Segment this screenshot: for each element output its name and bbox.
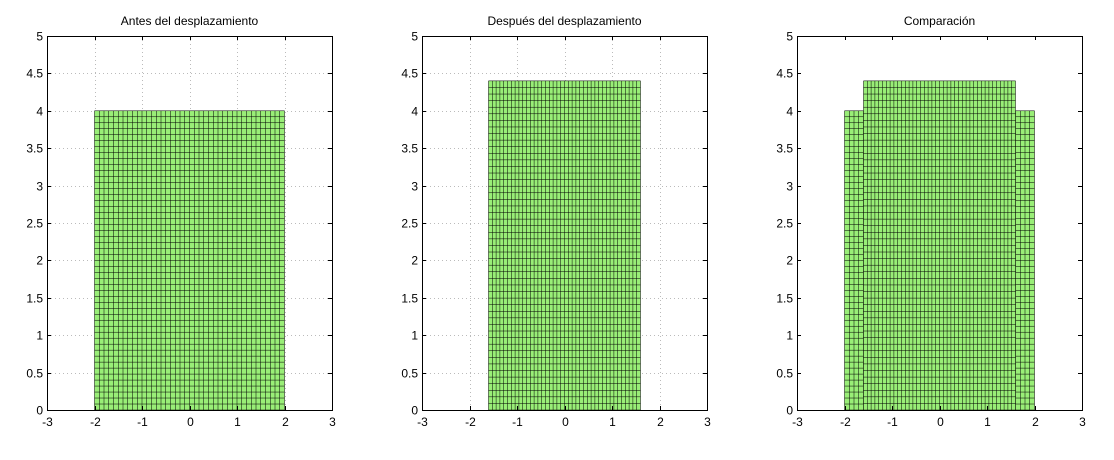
- y-tick-label: 4.5: [776, 67, 793, 81]
- x-tick-label: -1: [137, 415, 148, 429]
- y-tick-label: 4: [411, 105, 418, 119]
- mesh-lines: [94, 110, 285, 411]
- x-tick-label: -2: [90, 415, 101, 429]
- mesh-1: [94, 110, 285, 411]
- y-tick-label: 0: [36, 404, 43, 418]
- x-tick-label: 1: [609, 415, 616, 429]
- x-tick-label: -1: [887, 415, 898, 429]
- x-tick-label: 1: [984, 415, 991, 429]
- y-tick-label: 3.5: [401, 142, 418, 156]
- chart-title: Antes del desplazamiento: [121, 14, 259, 28]
- y-tick-label: 0.5: [26, 367, 43, 381]
- chart-panel-2: -3 -2 -1 0 1 2 3 0 0.5 1 1.5 2 2.5 3 3.5 4 4.5 5 Después d…: [401, 14, 711, 429]
- y-tick-label: 4.5: [401, 67, 418, 81]
- y-tick-label: 5: [36, 30, 43, 44]
- y-tick-label: 1.5: [776, 292, 793, 306]
- y-tick-label: 2.5: [401, 217, 418, 231]
- x-tick-label: 0: [562, 415, 569, 429]
- y-tick-label: 2.5: [776, 217, 793, 231]
- x-tick-label: 3: [704, 415, 711, 429]
- x-tick-label: 0: [187, 415, 194, 429]
- x-tick-label: -2: [465, 415, 476, 429]
- mesh-2: [863, 80, 1016, 411]
- x-tick-label: -3: [42, 415, 53, 429]
- y-tick-label: 3: [36, 180, 43, 194]
- y-tick-label: 3.5: [776, 142, 793, 156]
- chart-panel-3: -3 -2 -1 0 1 2 3 0 0.5 1 1.5 2 2.5 3 3.5 4 4.5 5 Comparaci…: [776, 14, 1086, 429]
- x-tick-label: -3: [792, 415, 803, 429]
- y-tick-label: 1: [411, 329, 418, 343]
- y-tick-label: 5: [786, 30, 793, 44]
- y-tick-label: 0.5: [401, 367, 418, 381]
- y-tick-label: 2.5: [26, 217, 43, 231]
- y-tick-label: 1.5: [401, 292, 418, 306]
- x-tick-label: 0: [937, 415, 944, 429]
- x-tick-label: 3: [1079, 415, 1086, 429]
- y-tick-label: 4: [786, 105, 793, 119]
- x-tick-label: -2: [840, 415, 851, 429]
- y-tick-label: 4.5: [26, 67, 43, 81]
- mesh-lines: [863, 80, 1016, 411]
- y-tick-label: 0: [786, 404, 793, 418]
- chart-title: Comparación: [904, 14, 975, 28]
- x-tick-label: -1: [512, 415, 523, 429]
- y-tick-label: 5: [411, 30, 418, 44]
- x-tick-label: 3: [329, 415, 336, 429]
- y-tick-label: 2: [36, 254, 43, 268]
- y-tick-label: 1: [786, 329, 793, 343]
- y-tick-label: 3.5: [26, 142, 43, 156]
- y-tick-label: 2: [411, 254, 418, 268]
- y-tick-label: 1: [36, 329, 43, 343]
- x-tick-label: 2: [282, 415, 289, 429]
- y-tick-label: 1.5: [26, 292, 43, 306]
- y-tick-label: 0: [411, 404, 418, 418]
- y-tick-label: 0.5: [776, 367, 793, 381]
- chart-panel-1: -3 -2 -1 0 1 2 3 0 0.5 1 1.5 2 2.5 3 3.5 4 4.5 5 Antes del…: [26, 14, 336, 429]
- y-tick-label: 3: [411, 180, 418, 194]
- x-tick-label: -3: [417, 415, 428, 429]
- chart-title: Después del desplazamiento: [487, 14, 641, 28]
- x-tick-label: 1: [234, 415, 241, 429]
- y-tick-label: 4: [36, 105, 43, 119]
- y-tick-label: 2: [786, 254, 793, 268]
- x-tick-label: 2: [657, 415, 664, 429]
- mesh-lines: [488, 80, 641, 411]
- y-tick-label: 3: [786, 180, 793, 194]
- x-tick-label: 2: [1032, 415, 1039, 429]
- mesh-1: [488, 80, 641, 411]
